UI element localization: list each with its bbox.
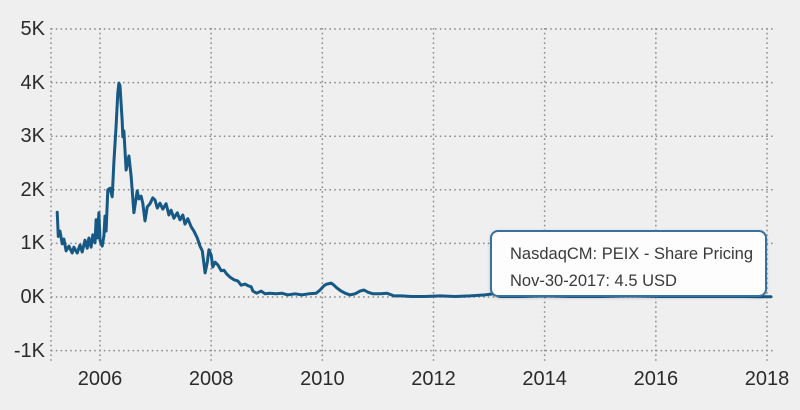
x-axis-label: 2016 <box>633 368 679 390</box>
y-axis-label: 5K <box>20 18 45 40</box>
y-axis-label: 1K <box>20 232 45 255</box>
x-axis-label: 2018 <box>744 368 790 390</box>
tooltip-title: NasdaqCM: PEIX - Share Pricing <box>510 245 754 263</box>
y-axis-label: 4K <box>20 71 45 94</box>
y-axis-label: 0K <box>20 286 45 308</box>
x-axis-label: 2012 <box>411 368 456 390</box>
y-axis-label: 3K <box>20 125 45 148</box>
chart-tooltip: NasdaqCM: PEIX - Share Pricing Nov-30-20… <box>490 230 767 297</box>
y-axis-label: -1K <box>13 339 45 362</box>
x-axis-label: 2008 <box>188 368 234 390</box>
tooltip-value: Nov-30-2017: 4.5 USD <box>510 272 677 290</box>
gridlines <box>50 28 775 362</box>
x-axis-label: 2010 <box>300 368 345 390</box>
x-axis-label: 2014 <box>522 368 567 390</box>
price-line-series[interactable] <box>55 81 773 299</box>
x-axis-label: 2006 <box>77 368 123 390</box>
y-axis-label: 2K <box>20 178 45 201</box>
